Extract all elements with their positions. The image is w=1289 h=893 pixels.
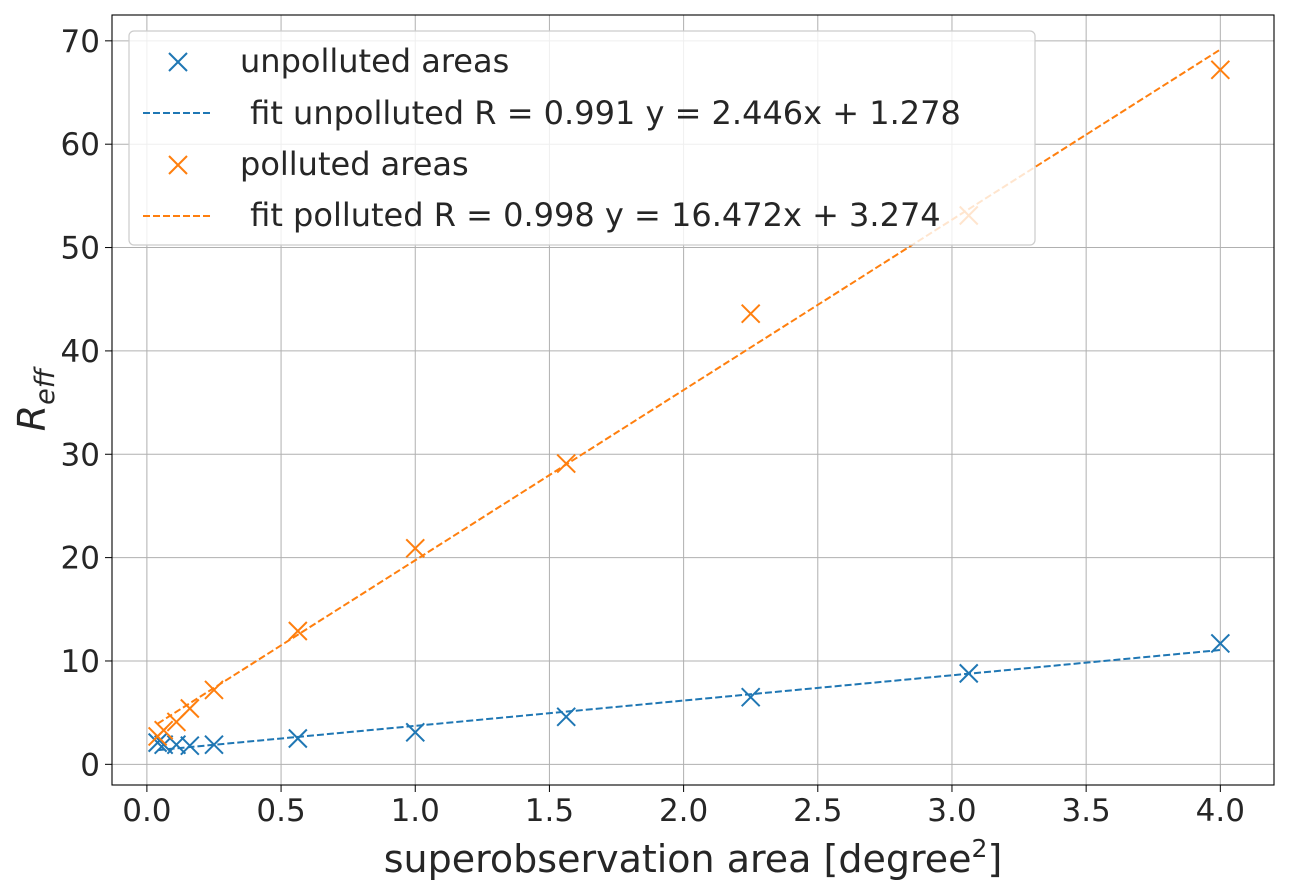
data-point-0 (556, 707, 576, 727)
x-axis-title: superobservation area [degree2] (384, 834, 1003, 881)
data-point-0 (288, 728, 308, 749)
y-tick-label: 40 (61, 334, 100, 370)
y-tick-label: 0 (80, 747, 100, 783)
axis-ticks: 0.0 0.5 1.0 1.5 2.0 2.5 3.0 3.5 4.0 0 10 20 30 40 50 60… (61, 24, 1245, 829)
x-tick-label: 3.5 (1061, 793, 1110, 829)
legend-swatch-polluted-marker (168, 155, 188, 175)
legend-box (128, 30, 1036, 246)
data-point-2 (180, 698, 200, 719)
legend-label-polluted-fit: fit polluted R = 0.998 y = 16.472x + 3.2… (240, 196, 941, 234)
data-point-2 (153, 720, 174, 740)
y-tick-label: 60 (61, 127, 100, 163)
fit-line-1 (157, 649, 1221, 752)
legend: unpolluted areas fit unpolluted R = 0.99… (128, 30, 1036, 246)
data-point-0 (959, 663, 979, 684)
y-axis-title-text: R (10, 405, 54, 431)
data-point-2 (740, 303, 761, 324)
x-axis-title-suffix: ] (987, 837, 1002, 881)
fit-lines (157, 48, 1221, 752)
y-tick-label: 20 (61, 541, 100, 577)
y-tick-label: 10 (61, 644, 100, 680)
legend-swatch-unpolluted-marker (168, 52, 188, 72)
data-point-0 (740, 687, 761, 707)
x-tick-label: 1.0 (391, 793, 440, 829)
data-point-2 (204, 680, 224, 700)
x-tick-label: 3.0 (927, 793, 976, 829)
legend-label-polluted: polluted areas (240, 145, 469, 183)
data-point-2 (288, 621, 308, 641)
plot-frame (111, 14, 1275, 786)
x-tick-label: 0.5 (256, 793, 305, 829)
y-tick-label: 30 (61, 437, 100, 473)
x-tick-label: 2.5 (793, 793, 842, 829)
data-point-2 (1210, 60, 1231, 80)
legend-label-unpolluted-fit: fit unpolluted R = 0.991 y = 2.446x + 1.… (240, 94, 961, 132)
y-tick-label: 50 (61, 231, 100, 267)
x-tick-label: 0.0 (122, 793, 171, 829)
y-axis-title: Reff (10, 366, 61, 431)
data-point-0 (204, 734, 224, 755)
legend-label-unpolluted: unpolluted areas (240, 42, 509, 80)
x-tick-label: 1.5 (525, 793, 574, 829)
x-axis-title-superscript: 2 (972, 834, 988, 863)
data-point-0 (405, 722, 425, 742)
data-point-0 (180, 736, 200, 756)
x-axis-title-text: superobservation area [degree (384, 837, 972, 881)
data-point-0 (1210, 633, 1231, 654)
data-points (147, 60, 1231, 756)
legend-marker (168, 52, 188, 72)
y-tick-label: 70 (61, 24, 100, 60)
data-point-0 (147, 732, 168, 753)
y-axis-title-subscript: eff (30, 366, 61, 405)
data-point-2 (405, 538, 425, 559)
data-point-2 (556, 453, 576, 474)
x-tick-label: 4.0 (1196, 793, 1245, 829)
x-tick-label: 2.0 (659, 793, 708, 829)
legend-marker (168, 155, 188, 175)
